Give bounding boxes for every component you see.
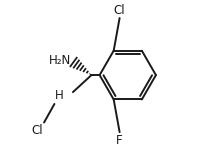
Text: Cl: Cl bbox=[32, 124, 43, 137]
Text: Cl: Cl bbox=[114, 4, 125, 17]
Text: H₂N: H₂N bbox=[48, 54, 71, 67]
Text: F: F bbox=[116, 134, 123, 147]
Text: H: H bbox=[55, 89, 64, 102]
